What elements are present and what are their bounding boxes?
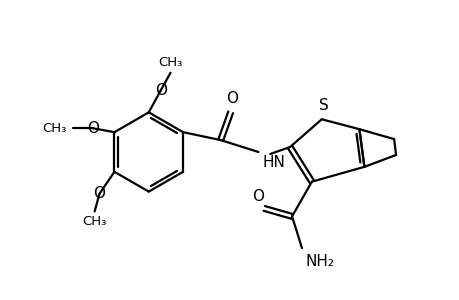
Text: HN: HN [262, 155, 285, 170]
Text: CH₃: CH₃ [82, 215, 106, 228]
Text: O: O [93, 186, 106, 201]
Text: O: O [226, 92, 238, 106]
Text: CH₃: CH₃ [42, 122, 67, 135]
Text: O: O [252, 190, 264, 205]
Text: O: O [86, 121, 98, 136]
Text: S: S [318, 98, 328, 113]
Text: CH₃: CH₃ [158, 56, 182, 69]
Text: O: O [154, 83, 166, 98]
Text: NH₂: NH₂ [305, 254, 334, 269]
